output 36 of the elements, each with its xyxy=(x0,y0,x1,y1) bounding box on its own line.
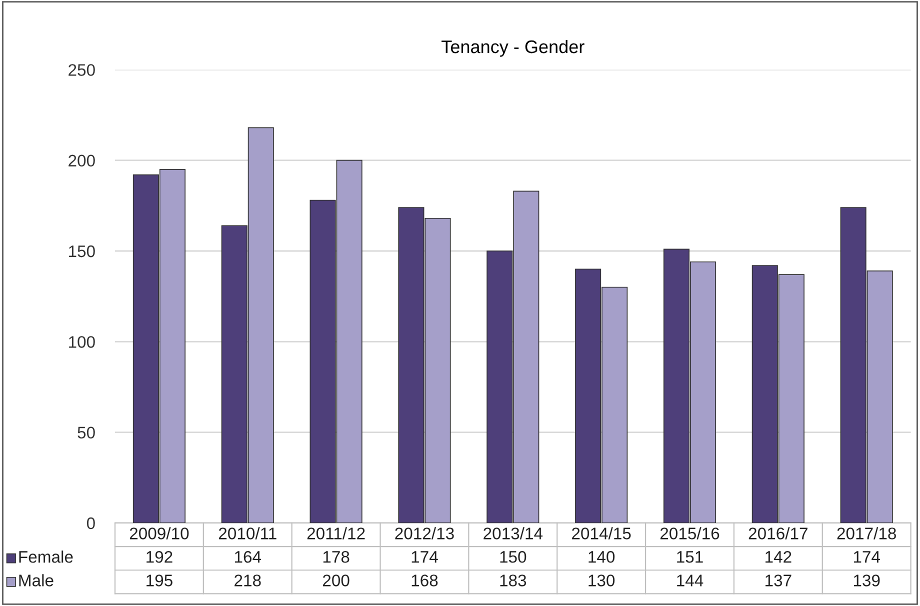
x-tick-label: 2011/12 xyxy=(307,527,365,540)
data-label: 200 xyxy=(322,574,350,586)
data-label: 218 xyxy=(234,574,261,586)
data-label: 140 xyxy=(588,551,615,563)
y-tick-label: 150 xyxy=(69,245,95,258)
data-label: 139 xyxy=(854,574,880,586)
data-label: 174 xyxy=(854,551,880,563)
x-tick-label: 2013/14 xyxy=(484,527,543,540)
x-tick-label: 2010/11 xyxy=(218,527,276,540)
data-label: 168 xyxy=(412,574,438,586)
data-label: 142 xyxy=(766,551,792,563)
data-label: 174 xyxy=(412,551,438,563)
y-tick-label: 200 xyxy=(68,154,95,167)
data-label: 137 xyxy=(766,574,792,586)
x-tick-label: 2014/15 xyxy=(572,527,631,540)
y-tick-label: 0 xyxy=(86,517,95,530)
chart-title: Tenancy - Gender xyxy=(442,40,584,57)
data-label: 144 xyxy=(677,574,704,586)
data-label: 183 xyxy=(500,574,526,586)
x-tick-label: 2009/10 xyxy=(130,527,189,540)
data-label: 130 xyxy=(588,574,615,586)
y-tick-label: 100 xyxy=(69,336,95,348)
data-label: 192 xyxy=(146,551,172,563)
data-label: 150 xyxy=(500,551,526,563)
data-label: 178 xyxy=(323,551,350,563)
legend-label: Female xyxy=(19,550,73,563)
x-tick-label: 2016/17 xyxy=(748,527,808,540)
legend-label: Male xyxy=(19,574,54,586)
x-tick-label: 2015/16 xyxy=(660,527,720,540)
data-label: 195 xyxy=(146,574,172,586)
x-tick-label: 2012/13 xyxy=(395,527,454,540)
y-tick-label: 250 xyxy=(68,64,95,76)
data-label: 151 xyxy=(677,551,703,563)
y-tick-label: 50 xyxy=(78,426,95,439)
x-tick-label: 2017/18 xyxy=(837,527,896,540)
data-label: 164 xyxy=(235,551,262,563)
